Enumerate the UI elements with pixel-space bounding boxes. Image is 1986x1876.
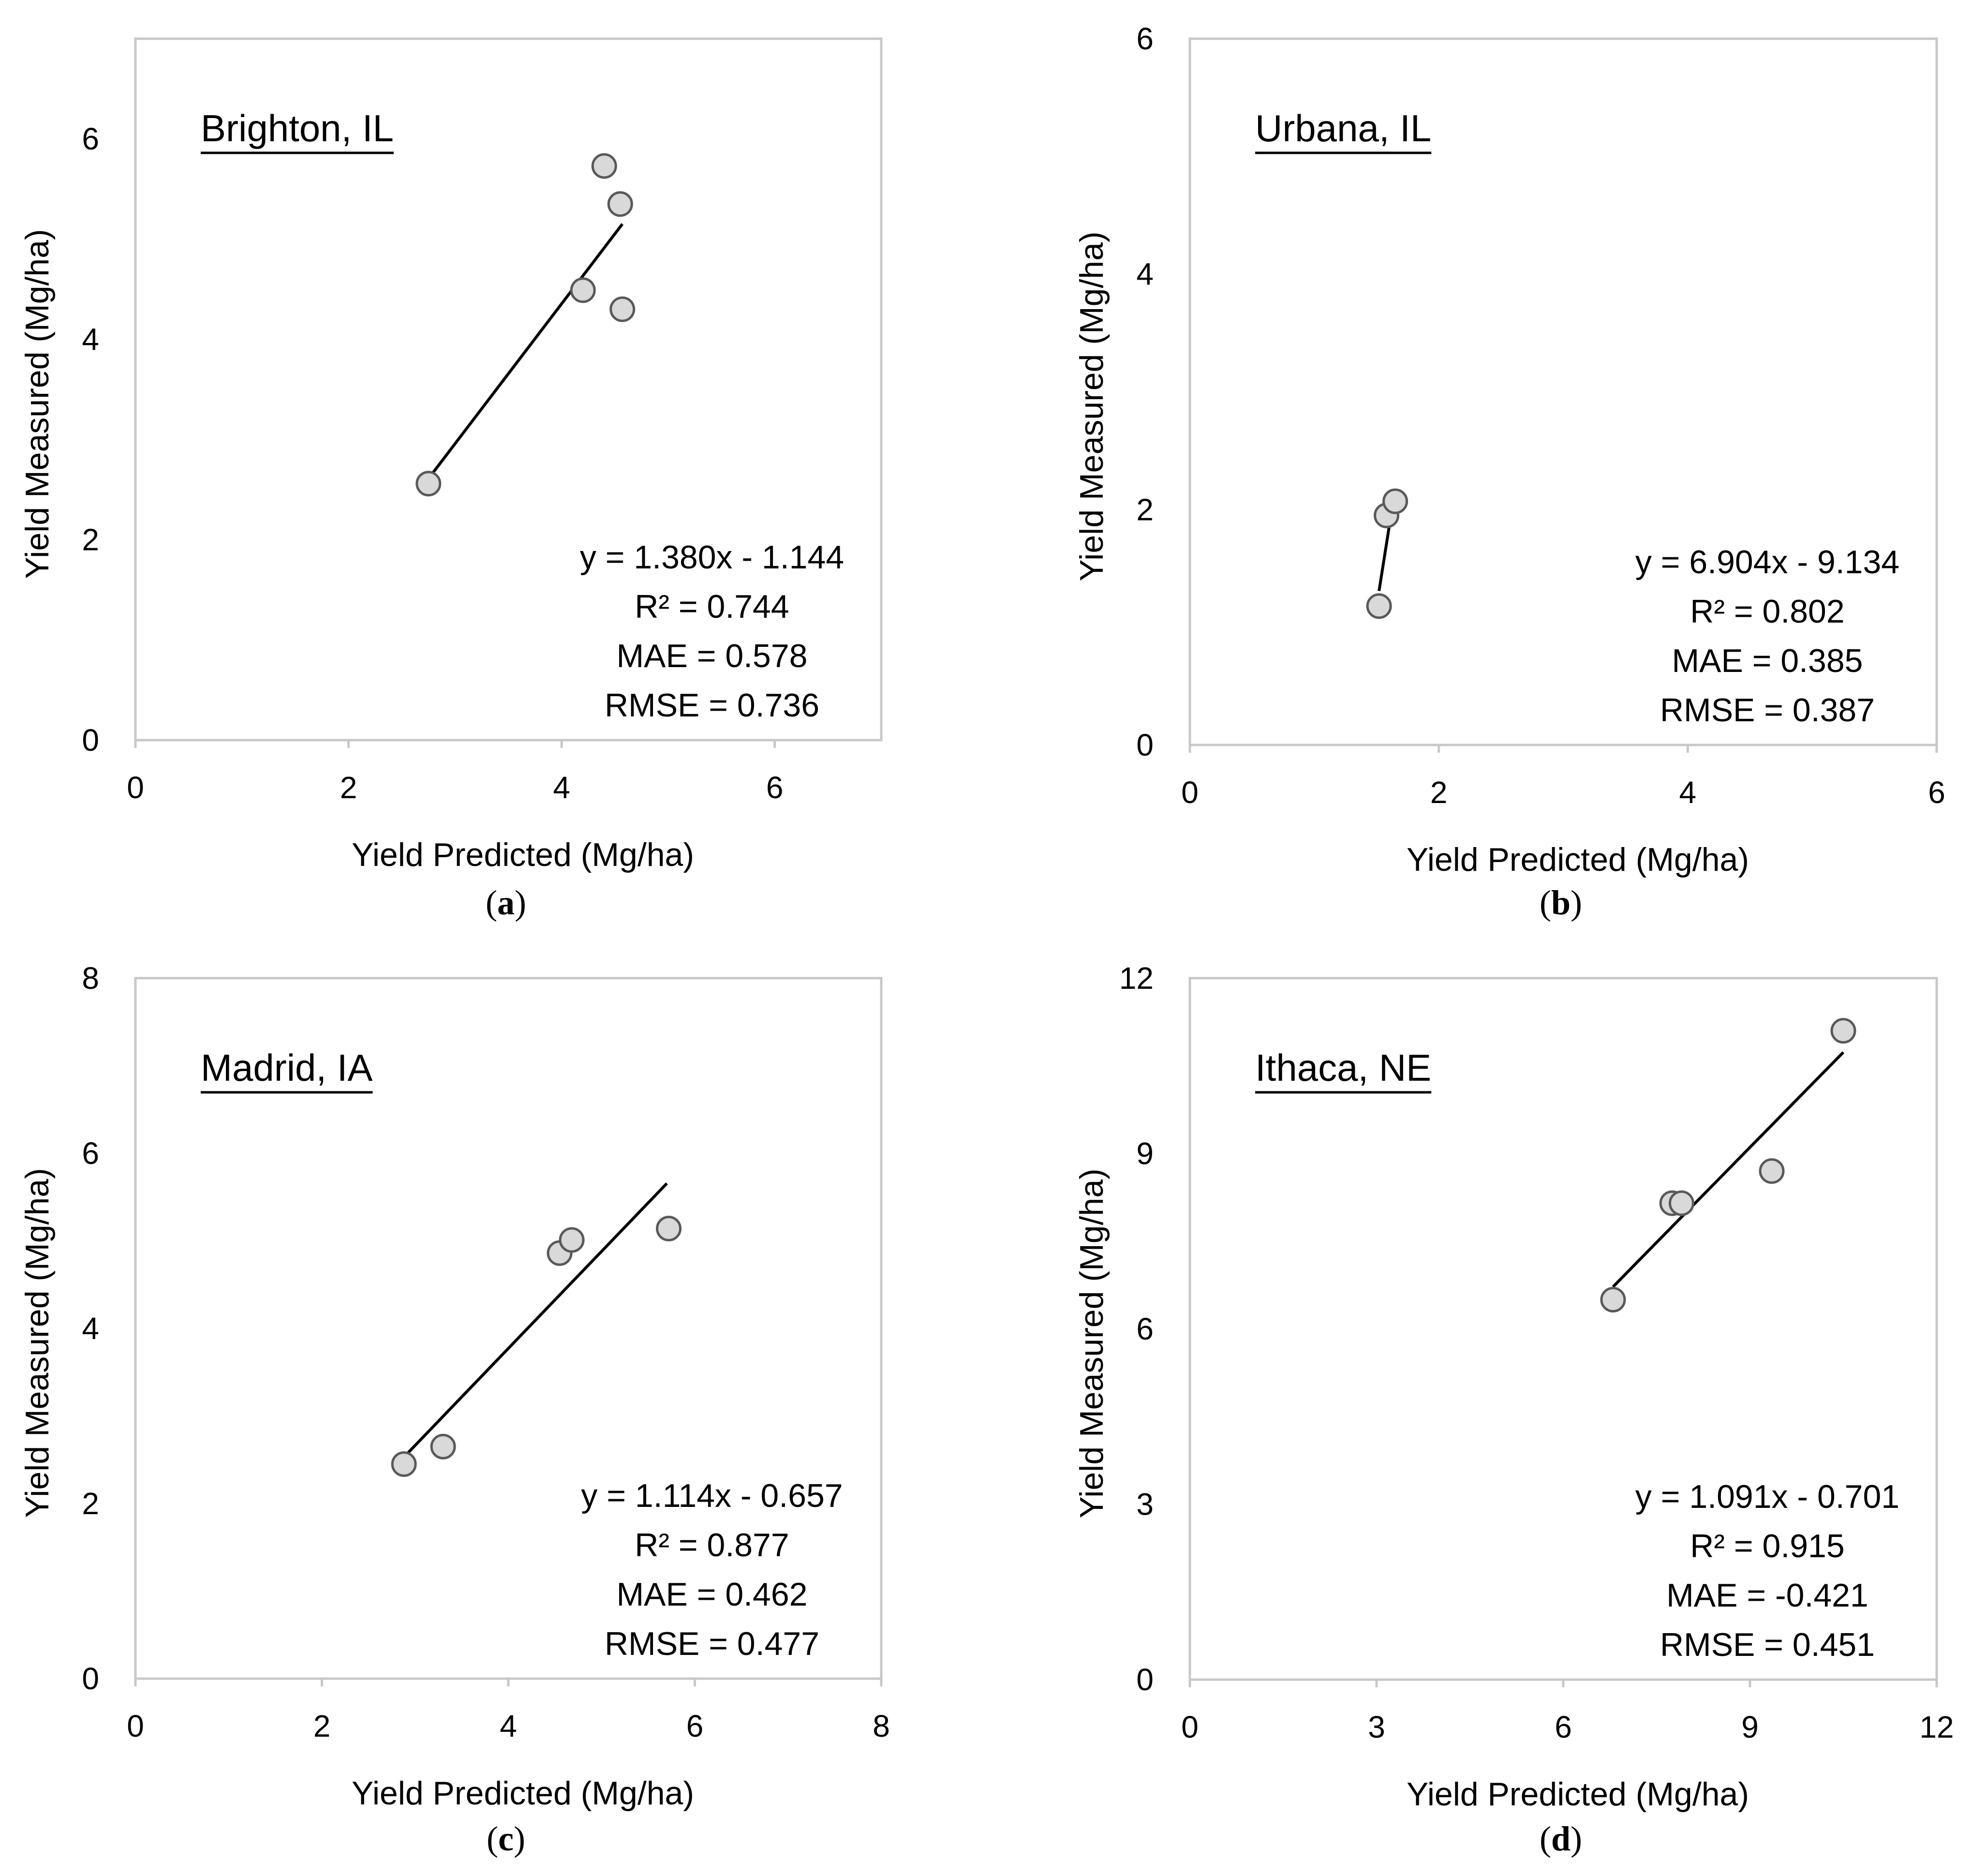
chart-d-site-label: Ithaca, NE xyxy=(1255,1046,1431,1089)
chart-d-x-axis-title: Yield Predicted (Mg/ha) xyxy=(1407,1776,1749,1813)
chart-c-x-tick-label-3: 6 xyxy=(686,1709,704,1743)
chart-a-y-tick-label-0: 0 xyxy=(82,723,99,758)
chart-c-y-tick-label-3: 6 xyxy=(82,1136,99,1171)
chart-a-x-tick-label-1: 2 xyxy=(340,770,357,805)
chart-d-point-0 xyxy=(1600,1287,1626,1313)
chart-a-x-tick-label-0: 0 xyxy=(127,770,144,805)
chart-b-site-label: Urbana, IL xyxy=(1255,107,1431,149)
chart-b-x-axis-title: Yield Predicted (Mg/ha) xyxy=(1407,841,1749,878)
chart-a-point-2 xyxy=(591,153,617,179)
chart-b-y-tick-label-0: 0 xyxy=(1136,728,1154,762)
chart-c-x-tick-label-2: 4 xyxy=(500,1709,517,1743)
chart-c-point-4 xyxy=(656,1216,682,1242)
chart-c-panel-label: (c) xyxy=(487,1819,525,1858)
chart-a-point-4 xyxy=(609,296,636,322)
chart-c-stat-2: MAE = 0.462 xyxy=(616,1576,807,1613)
chart-a-point-0 xyxy=(415,471,442,497)
chart-a-x-tick-label-2: 4 xyxy=(553,770,570,805)
chart-b-y-tick-label-3: 6 xyxy=(1136,21,1154,56)
chart-a-point-3 xyxy=(607,191,633,217)
chart-b-x-tick-label-0: 0 xyxy=(1181,775,1199,810)
chart-b-y-tick-label-1: 2 xyxy=(1136,492,1154,527)
chart-a-point-1 xyxy=(570,277,596,303)
chart-a-y-tick-label-1: 2 xyxy=(82,522,99,557)
chart-d-y-tick-label-4: 12 xyxy=(1119,961,1154,996)
chart-b-y-axis-title: Yield Measured (Mg/ha) xyxy=(1073,231,1110,581)
chart-b-stat-2: MAE = 0.385 xyxy=(1672,642,1863,679)
chart-d-trendline xyxy=(1612,1051,1845,1288)
chart-b-point-2 xyxy=(1382,488,1408,514)
chart-c-y-tick-label-4: 8 xyxy=(82,961,99,996)
chart-d-y-tick-label-2: 6 xyxy=(1136,1311,1154,1346)
chart-c-point-3 xyxy=(559,1227,585,1253)
chart-a-stat-1: R² = 0.744 xyxy=(635,588,789,625)
chart-c-x-tick-label-0: 0 xyxy=(127,1709,144,1743)
chart-a-panel-label: (a) xyxy=(486,883,526,922)
chart-d-y-tick-label-0: 0 xyxy=(1136,1662,1154,1697)
chart-d: 0 3 6 9 12 0 3 6 9 12 Yield Predicted (Mg/ha) Yield… xyxy=(1073,961,1954,1858)
chart-d-x-tick-label-1: 3 xyxy=(1368,1710,1385,1744)
chart-c-x-tick-label-1: 2 xyxy=(313,1709,331,1743)
chart-a-y-axis-title: Yield Measured (Mg/ha) xyxy=(19,229,56,579)
chart-d-stat-1: R² = 0.915 xyxy=(1690,1528,1844,1564)
chart-b-x-tick-label-1: 2 xyxy=(1430,775,1448,810)
chart-c-point-1 xyxy=(430,1433,456,1459)
chart-d-x-tick-label-3: 9 xyxy=(1741,1710,1759,1744)
chart-a-x-tick-label-3: 6 xyxy=(766,770,784,805)
chart-c-point-0 xyxy=(391,1451,417,1477)
chart-b-stat-3: RMSE = 0.387 xyxy=(1660,692,1875,729)
chart-c-stat-0: y = 1.114x - 0.657 xyxy=(581,1477,843,1514)
chart-d-x-tick-label-0: 0 xyxy=(1181,1710,1199,1744)
chart-c-y-tick-label-2: 4 xyxy=(82,1311,99,1346)
chart-c-x-axis-title: Yield Predicted (Mg/ha) xyxy=(352,1775,694,1812)
chart-d-stat-3: RMSE = 0.451 xyxy=(1660,1626,1875,1663)
chart-c-stat-3: RMSE = 0.477 xyxy=(605,1625,819,1662)
chart-a-y-tick-label-3: 6 xyxy=(82,121,99,156)
chart-a-y-tick-label-2: 4 xyxy=(82,322,99,357)
chart-d-y-tick-label-1: 3 xyxy=(1136,1487,1154,1522)
chart-c-y-tick-label-1: 2 xyxy=(82,1486,99,1521)
chart-d-x-tick-label-2: 6 xyxy=(1555,1710,1572,1744)
chart-a-stat-2: MAE = 0.578 xyxy=(616,638,807,674)
chart-a-plot-frame xyxy=(134,37,883,742)
chart-c-x-tick-label-4: 8 xyxy=(873,1709,890,1743)
chart-a: 0 2 4 6 0 2 4 6 Yield Predicted (Mg/ha) Yield Mea… xyxy=(19,37,883,922)
chart-a-x-axis-title: Yield Predicted (Mg/ha) xyxy=(352,836,694,873)
chart-b-y-tick-label-2: 4 xyxy=(1136,257,1154,292)
chart-b-point-0 xyxy=(1366,593,1392,619)
chart-d-y-axis-title: Yield Measured (Mg/ha) xyxy=(1073,1168,1110,1518)
chart-c-y-tick-label-0: 0 xyxy=(82,1661,99,1696)
chart-c-site-label: Madrid, IA xyxy=(201,1046,372,1089)
chart-c-y-axis-title: Yield Measured (Mg/ha) xyxy=(19,1168,56,1518)
chart-a-site-label: Brighton, IL xyxy=(201,107,394,149)
chart-d-point-3 xyxy=(1759,1158,1785,1184)
chart-d-point-2 xyxy=(1668,1190,1694,1216)
chart-a-stat-0: y = 1.380x - 1.144 xyxy=(580,539,844,576)
chart-d-panel-label: (d) xyxy=(1540,1819,1582,1858)
chart-b-panel-label: (b) xyxy=(1540,883,1582,922)
chart-a-stat-3: RMSE = 0.736 xyxy=(605,687,819,724)
chart-b-plot-frame xyxy=(1188,37,1938,746)
chart-b-stat-0: y = 6.904x - 9.134 xyxy=(1635,544,1899,581)
chart-d-y-tick-label-3: 9 xyxy=(1136,1136,1154,1171)
chart-b-x-tick-label-2: 4 xyxy=(1679,775,1697,810)
chart-c-trendline xyxy=(404,1182,668,1457)
chart-b: 0 2 4 6 0 2 4 6 Yield Predicted (Mg/ha) Yield Mea… xyxy=(1073,21,1945,922)
chart-d-point-4 xyxy=(1830,1018,1856,1044)
chart-d-stat-0: y = 1.091x - 0.701 xyxy=(1635,1478,1899,1515)
chart-a-trendline xyxy=(427,223,624,480)
chart-b-x-tick-label-3: 6 xyxy=(1928,775,1945,810)
chart-c: 0 2 4 6 8 0 2 4 6 8 Yield Predicted (Mg/ha) Yield M… xyxy=(19,961,890,1858)
chart-d-stat-2: MAE = -0.421 xyxy=(1666,1577,1868,1614)
chart-c-stat-1: R² = 0.877 xyxy=(635,1527,789,1563)
chart-b-stat-1: R² = 0.802 xyxy=(1690,593,1844,630)
chart-d-x-tick-label-4: 12 xyxy=(1919,1710,1954,1744)
